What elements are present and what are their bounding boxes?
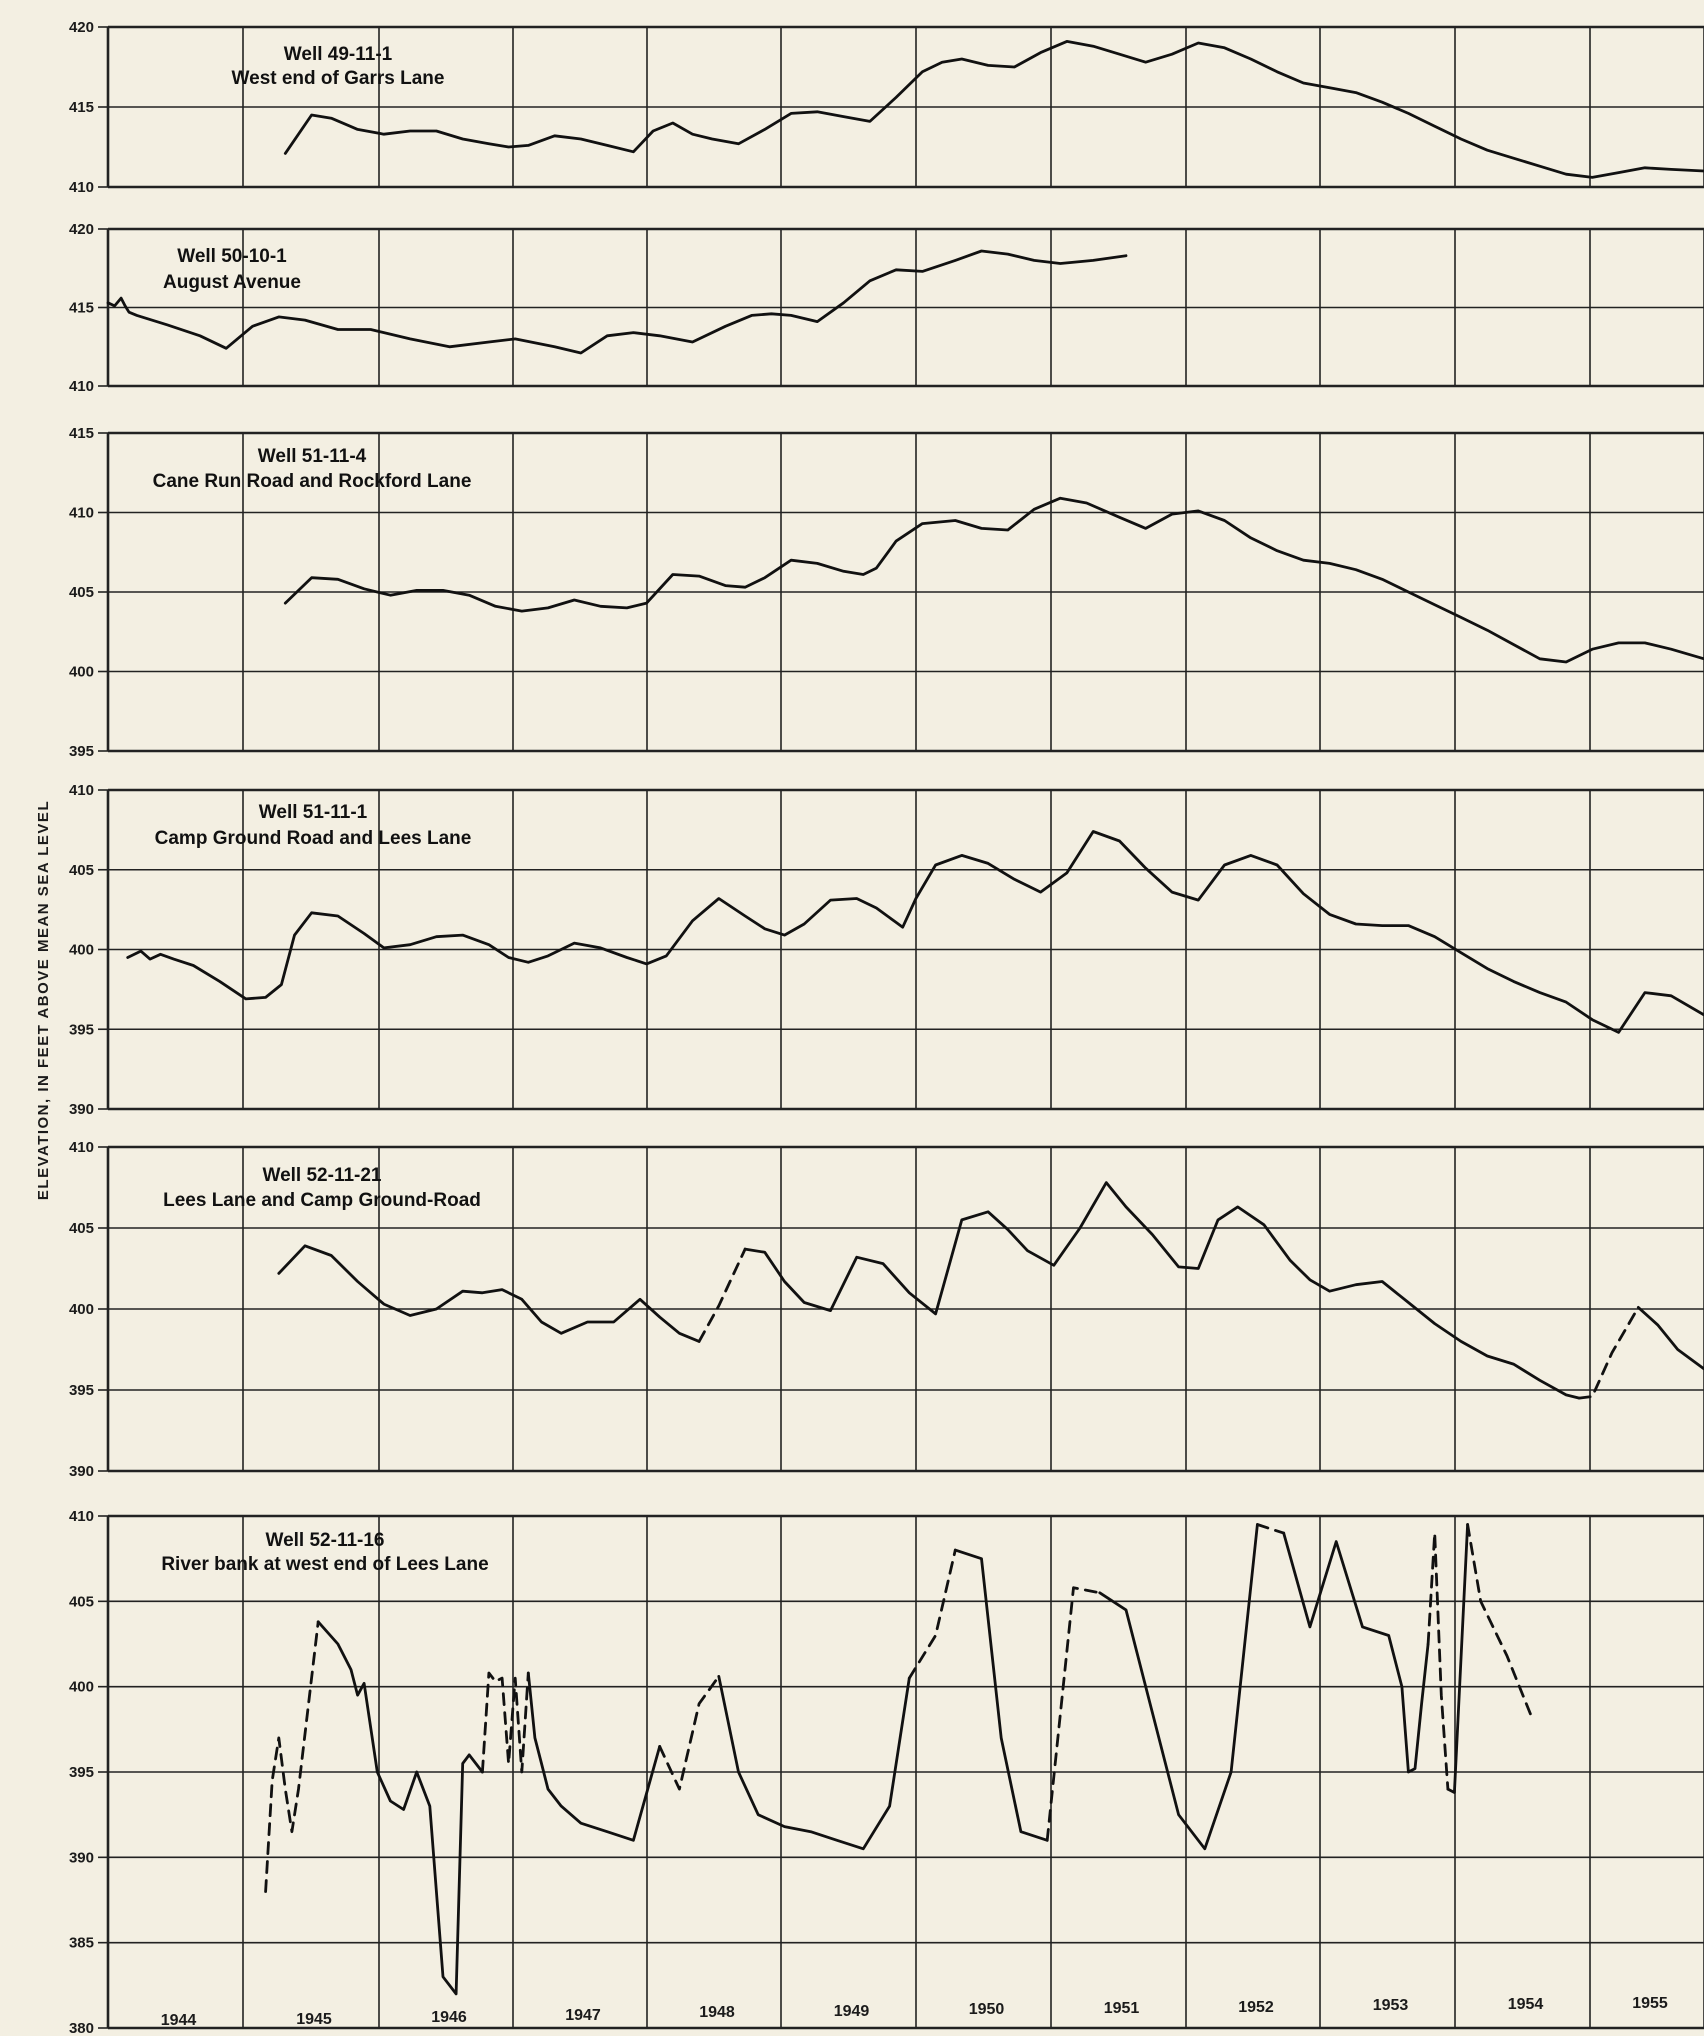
well-title: Well 51-11-1 bbox=[259, 802, 368, 823]
well-title: Well 52-11-21 bbox=[262, 1165, 381, 1186]
y-tick-label: 390 bbox=[69, 1849, 94, 1866]
water-level-line bbox=[526, 1671, 662, 1842]
y-tick-label: 410 bbox=[69, 378, 94, 395]
water-level-line bbox=[126, 830, 1704, 1034]
x-year-label: 1951 bbox=[1104, 2000, 1140, 2017]
y-tick-label: 415 bbox=[69, 425, 94, 442]
water-level-line-dashed bbox=[1426, 1531, 1450, 1791]
water-level-line-dashed bbox=[1256, 1523, 1286, 1535]
well-location-subtitle: August Avenue bbox=[163, 272, 301, 293]
y-tick-label: 405 bbox=[69, 1593, 94, 1610]
well-location-subtitle: Cane Run Road and Rockford Lane bbox=[153, 471, 472, 492]
well-panel: 395 400 405 410 415 Well 51-11-4 Cane Run Road… bbox=[69, 425, 1704, 760]
water-level-line bbox=[106, 249, 1128, 355]
water-level-line bbox=[953, 1548, 1049, 1842]
well-location-subtitle: River bank at west end of Lees Lane bbox=[161, 1554, 488, 1575]
well-title: Well 52-11-16 bbox=[265, 1530, 384, 1551]
well-location-subtitle: Camp Ground Road and Lees Lane bbox=[155, 828, 472, 849]
water-level-line-dashed bbox=[264, 1620, 320, 1893]
water-level-line-dashed bbox=[658, 1675, 721, 1791]
y-tick-label: 385 bbox=[69, 1935, 94, 1952]
y-tick-label: 415 bbox=[69, 99, 94, 116]
x-year-label: 1944 bbox=[161, 2012, 197, 2029]
y-tick-label: 405 bbox=[69, 862, 94, 879]
x-year-label: 1953 bbox=[1373, 1997, 1409, 2014]
y-tick-label: 405 bbox=[69, 584, 94, 601]
well-title: Well 49-11-1 bbox=[284, 44, 393, 65]
water-level-line bbox=[1636, 1306, 1704, 1371]
y-tick-label: 405 bbox=[69, 1220, 94, 1237]
x-year-label: 1955 bbox=[1632, 1995, 1668, 2012]
y-tick-label: 410 bbox=[69, 505, 94, 522]
well-title: Well 51-11-4 bbox=[258, 446, 367, 467]
water-level-line-dashed bbox=[697, 1247, 747, 1343]
well-panel: 410 415 420 Well 49-11-1 West end of Garrs L… bbox=[69, 19, 1704, 196]
y-tick-label: 395 bbox=[69, 743, 94, 760]
water-level-line bbox=[283, 496, 1704, 664]
well-panel: 380 385 390 395 400 405 410 Well 52-11-16 River … bbox=[69, 1508, 1704, 2036]
y-tick-label: 380 bbox=[69, 2020, 94, 2036]
y-tick-label: 395 bbox=[69, 1764, 94, 1781]
water-level-line bbox=[1446, 1523, 1469, 1794]
well-panel: 390 395 400 405 410 Well 51-11-1 Camp Ground R… bbox=[69, 782, 1704, 1118]
y-tick-label: 415 bbox=[69, 300, 94, 317]
y-tick-label: 400 bbox=[69, 1301, 94, 1318]
x-axis-year-labels: 1944 1945 1946 1947 1948 1949 1950 1951 1952 1953… bbox=[161, 1995, 1668, 2029]
x-year-label: 1954 bbox=[1508, 1996, 1544, 2013]
water-level-line bbox=[743, 1181, 1581, 1400]
water-level-line-dashed bbox=[1045, 1586, 1102, 1842]
x-year-label: 1950 bbox=[969, 2001, 1005, 2018]
y-tick-label: 400 bbox=[69, 664, 94, 681]
water-level-line bbox=[316, 1620, 484, 1996]
y-tick-label: 390 bbox=[69, 1101, 94, 1118]
well-location-subtitle: Lees Lane and Camp Ground-Road bbox=[163, 1190, 481, 1211]
y-tick-label: 395 bbox=[69, 1382, 94, 1399]
well-location-subtitle: West end of Garrs Lane bbox=[232, 68, 445, 89]
water-level-line bbox=[1098, 1523, 1259, 1851]
x-year-label: 1948 bbox=[699, 2004, 735, 2021]
x-year-label: 1952 bbox=[1238, 1999, 1274, 2016]
water-level-line bbox=[283, 40, 1704, 179]
y-tick-label: 400 bbox=[69, 942, 94, 959]
x-year-label: 1949 bbox=[834, 2003, 870, 2020]
well-panels: 410 415 420 Well 49-11-1 West end of Garrs L… bbox=[69, 19, 1704, 2036]
water-level-line-dashed bbox=[907, 1548, 957, 1680]
water-level-line bbox=[1282, 1531, 1430, 1774]
water-level-line-dashed bbox=[1466, 1523, 1535, 1723]
y-tick-label: 395 bbox=[69, 1021, 94, 1038]
y-tick-label: 400 bbox=[69, 1679, 94, 1696]
water-level-line bbox=[717, 1675, 911, 1851]
well-panel: 410 415 420 Well 50-10-1 August Avenue bbox=[69, 221, 1704, 395]
y-tick-label: 410 bbox=[69, 1139, 94, 1156]
water-level-line-dashed bbox=[481, 1671, 530, 1774]
y-tick-label: 420 bbox=[69, 221, 94, 238]
x-year-label: 1946 bbox=[431, 2009, 467, 2026]
y-tick-label: 410 bbox=[69, 1508, 94, 1525]
y-tick-label: 420 bbox=[69, 19, 94, 36]
well-panel: 390 395 400 405 410 Well 52-11-21 Lees Lane an… bbox=[69, 1139, 1704, 1480]
y-tick-label: 410 bbox=[69, 782, 94, 799]
well-title: Well 50-10-1 bbox=[177, 246, 287, 267]
water-level-line bbox=[277, 1244, 701, 1343]
x-year-label: 1947 bbox=[565, 2007, 601, 2024]
y-tick-label: 390 bbox=[69, 1463, 94, 1480]
y-tick-label: 410 bbox=[69, 179, 94, 196]
water-level-line-dashed bbox=[1577, 1306, 1640, 1400]
y-axis-label: ELEVATION, IN FEET ABOVE MEAN SEA LEVEL bbox=[35, 800, 52, 1200]
x-year-label: 1945 bbox=[296, 2011, 332, 2028]
